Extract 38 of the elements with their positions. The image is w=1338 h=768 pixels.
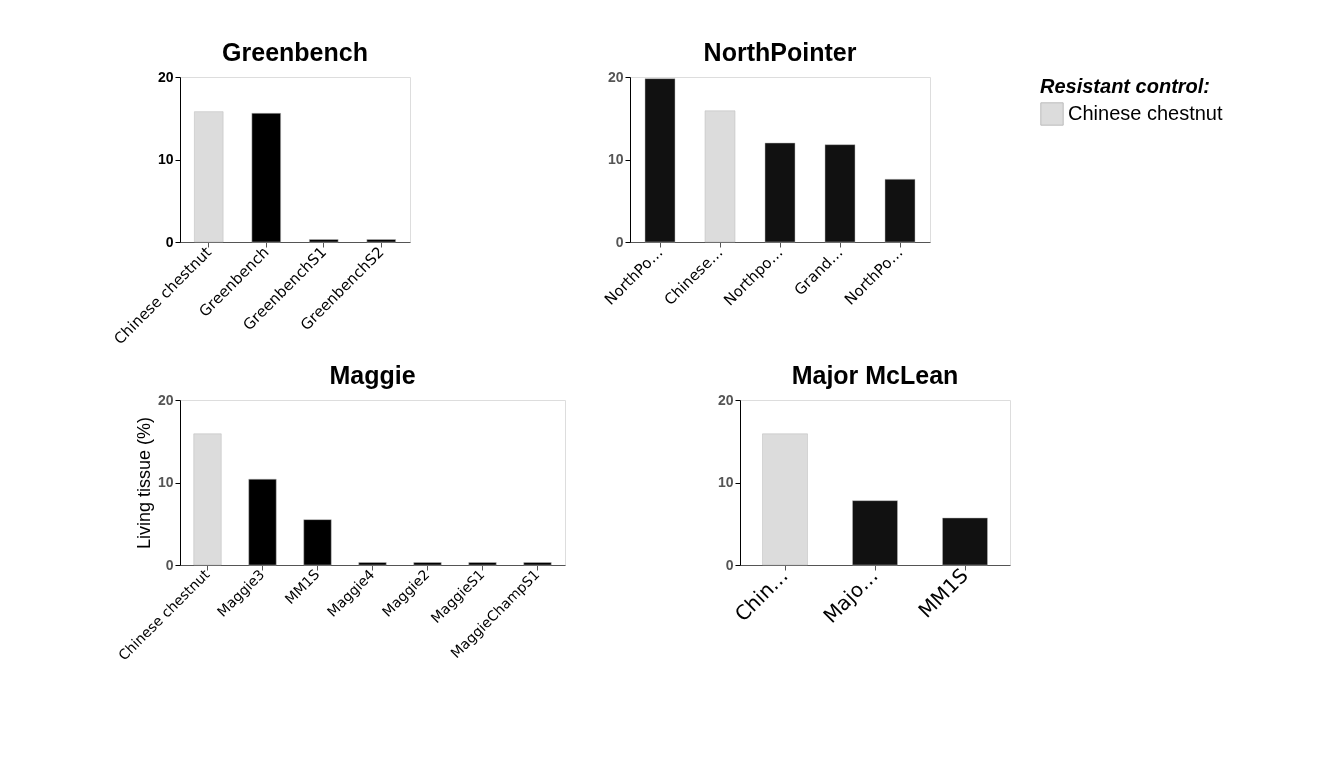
bar [413, 562, 442, 566]
bar [824, 144, 856, 243]
bar [358, 562, 387, 566]
y-tick-label: 0 [165, 233, 174, 250]
bar [193, 433, 222, 566]
bar [852, 500, 898, 566]
y-tick-label: 0 [165, 556, 174, 573]
bar [704, 110, 736, 243]
bar [248, 478, 277, 566]
y-tick-label: 10 [157, 474, 174, 490]
chart-title: Greenbench [222, 38, 368, 66]
y-tick-label: 0 [725, 556, 734, 573]
y-tick-label: 20 [607, 68, 624, 85]
legend-label: Chinese chestnut [1068, 102, 1223, 124]
bar [251, 113, 281, 243]
y-tick-label: 10 [607, 151, 624, 167]
y-tick-label: 10 [157, 151, 174, 167]
legend-title: Resistant control: [1040, 75, 1211, 97]
bar [884, 179, 916, 243]
bar [366, 239, 396, 243]
bar [764, 142, 796, 243]
bar [942, 517, 988, 566]
bar [523, 562, 552, 566]
y-axis-title: Living tissue (%) [133, 416, 154, 550]
y-tick-label: 20 [717, 391, 734, 408]
bar [309, 239, 339, 243]
bar [762, 433, 808, 566]
y-tick-label: 20 [157, 68, 174, 85]
bar [303, 519, 332, 566]
chart-title: Major McLean [791, 361, 959, 389]
bar [194, 111, 224, 243]
y-tick-label: 10 [717, 474, 734, 490]
y-tick-label: 20 [157, 391, 174, 408]
bar [468, 562, 497, 566]
chart-title: NorthPointer [703, 38, 857, 66]
bar [644, 78, 676, 243]
y-tick-label: 0 [615, 233, 624, 250]
chart-title: Maggie [329, 361, 416, 389]
